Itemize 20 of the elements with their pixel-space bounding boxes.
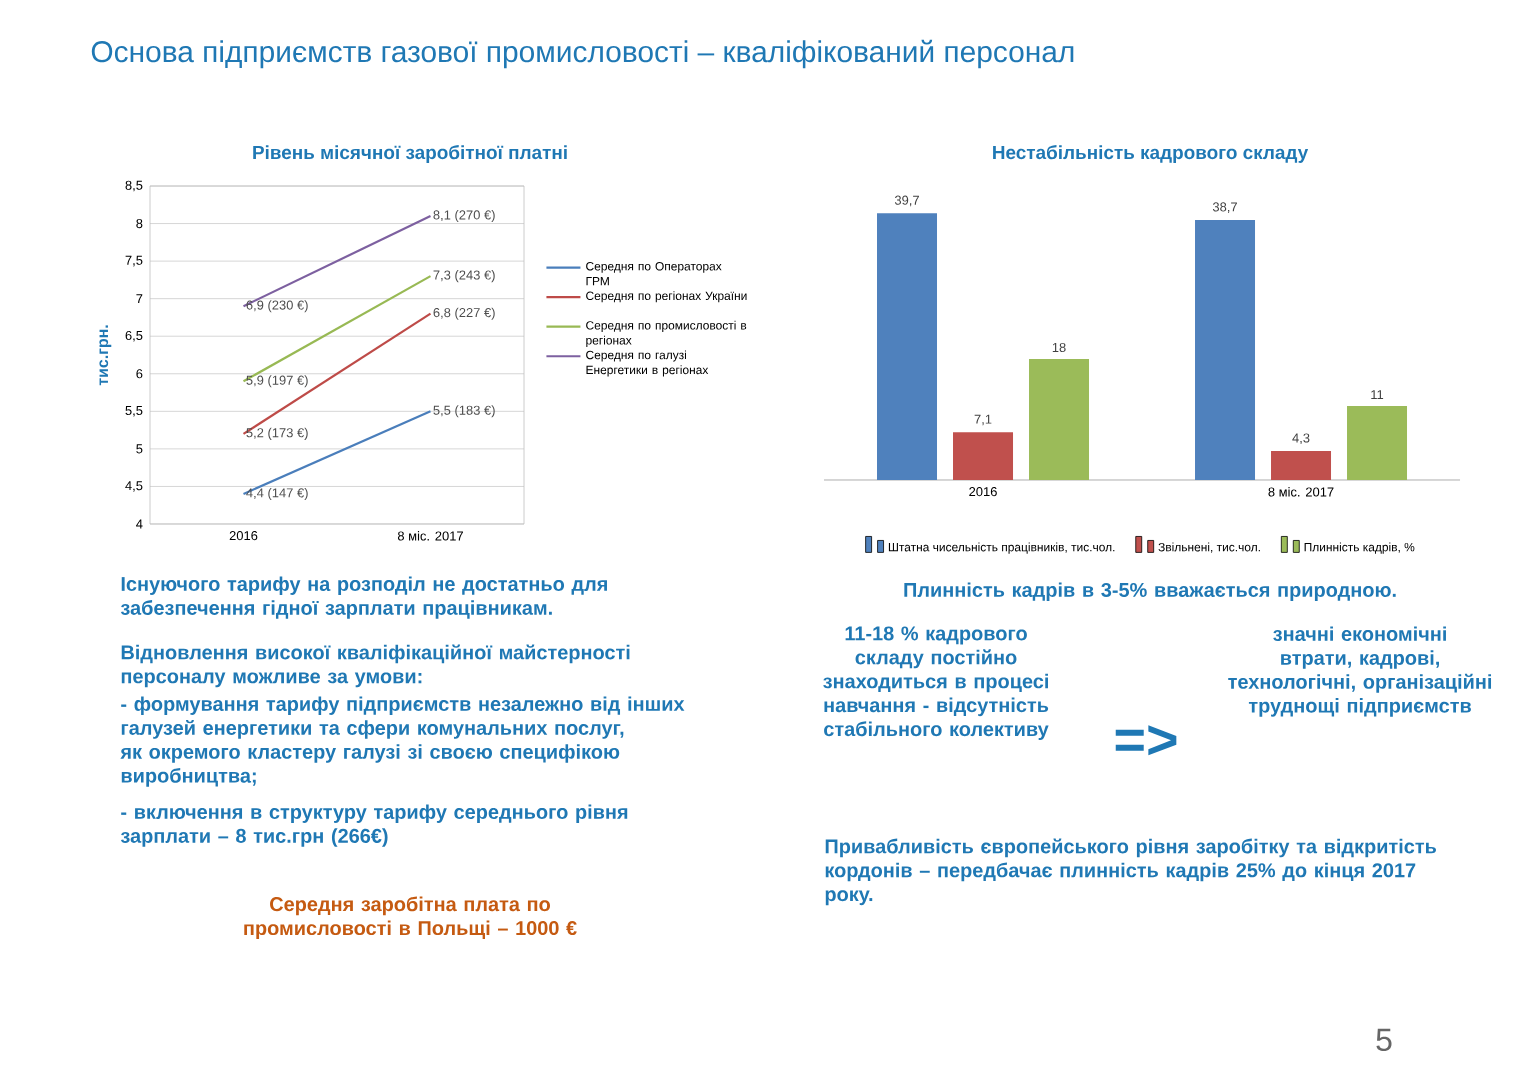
text: Відновлення високої кваліфікаційної майстерності персоналу можливе за умови: — [121, 644, 630, 688]
bar — [1029, 359, 1090, 480]
chart-title: Нестабільність кадрового складу — [993, 145, 1309, 163]
text: Існуючого тарифу на розподіл не достатньо для забезпечення гідної зарплати працівникам. — [120, 576, 607, 619]
text: - включення в структуру тарифу середнього рівня зарплати – 8 тис.грн (266€) — [120, 804, 628, 847]
text: значні економічні втрати, кадрові, технологічні, організаційні труднощі підприємств — [1228, 626, 1492, 717]
bar — [1271, 451, 1332, 480]
chart-title: Рівень місячної заробітної платні — [253, 145, 567, 163]
text: 11-18 % кадрового складу постійно знаходиться в процесі навчання - відсутність стабільного колективу — [823, 626, 1049, 741]
text: Середня заробітна плата по промисловості в Польщі – 1000 € — [244, 896, 577, 940]
bar — [1347, 406, 1408, 480]
bar — [1195, 220, 1256, 480]
text: 5 — [1376, 1028, 1392, 1052]
text: Плинність кадрів в 3-5% вважається природною. — [904, 582, 1396, 601]
text: => — [1115, 725, 1177, 756]
text: Привабливість європейського рівня заробітку та відкритість кордонів – передбачає плинність кадрів 25% до кінця 2017 року. — [825, 838, 1437, 906]
bar — [953, 432, 1014, 480]
text: Основа підприємств газової промисловості – кваліфікований персонал — [91, 39, 1074, 69]
bar — [877, 213, 938, 480]
text: - формування тарифу підприємств незалежно від інших галузей енергетики та сфери комунальних послуг, як окремого кластеру галузі зі своєю специфікою виробництва; — [120, 696, 685, 787]
